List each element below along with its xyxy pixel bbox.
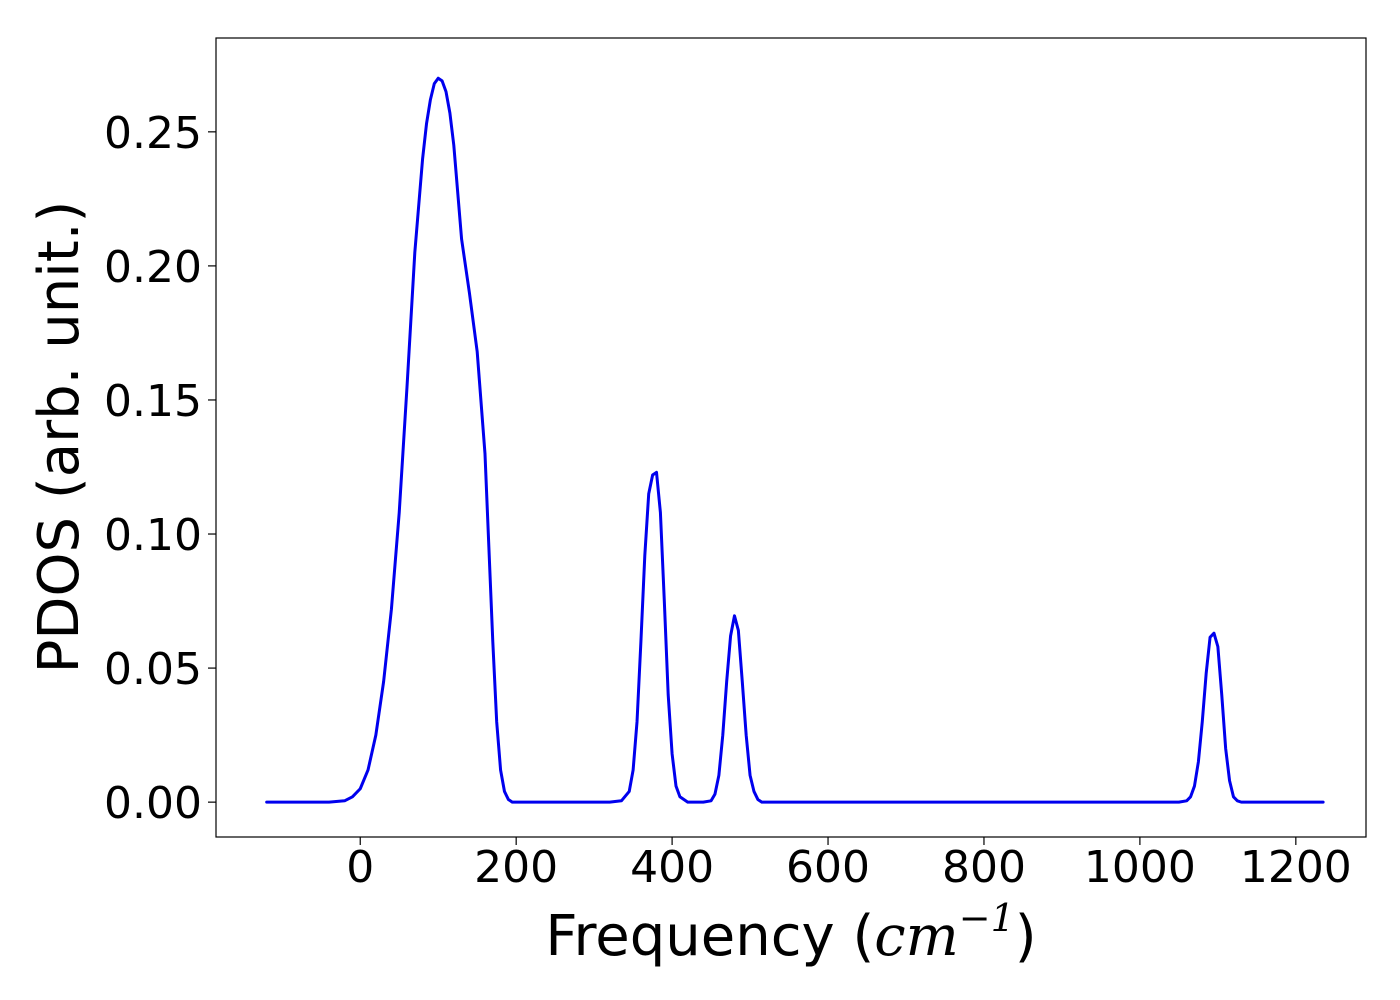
series-layer bbox=[265, 76, 1325, 804]
plot-frame bbox=[215, 37, 1367, 838]
x-axis-label-unit: cm bbox=[874, 904, 958, 969]
y-tick-label: 0.25 bbox=[104, 108, 202, 159]
y-axis-label: PDOS (arb. unit.) bbox=[27, 201, 92, 674]
x-axis-label-exponent: −1 bbox=[959, 896, 1015, 940]
y-axis-ticks: 0.00 0.05 0.10 0.15 0.20 0.25 bbox=[104, 108, 216, 829]
x-axis-ticks: 0 200 400 600 800 1000 1200 bbox=[346, 837, 1352, 893]
x-tick-label: 200 bbox=[474, 842, 558, 893]
y-tick-label: 0.10 bbox=[104, 510, 202, 561]
x-tick-label: 1000 bbox=[1084, 842, 1196, 893]
y-tick-label: 0.05 bbox=[104, 644, 202, 695]
x-tick-label: 800 bbox=[942, 842, 1026, 893]
x-axis-label-suffix: ) bbox=[1015, 904, 1037, 969]
x-tick-label: 400 bbox=[630, 842, 714, 893]
x-tick-label: 0 bbox=[346, 842, 374, 893]
x-axis-label-prefix: Frequency ( bbox=[545, 904, 874, 969]
y-tick-label: 0.00 bbox=[104, 778, 202, 829]
x-tick-label: 1200 bbox=[1240, 842, 1352, 893]
x-tick-label: 600 bbox=[786, 842, 870, 893]
y-tick-label: 0.15 bbox=[104, 376, 202, 427]
series-line-0 bbox=[265, 76, 1325, 804]
y-tick-label: 0.20 bbox=[104, 242, 202, 293]
x-axis-label: Frequency (cm−1) bbox=[545, 896, 1036, 969]
